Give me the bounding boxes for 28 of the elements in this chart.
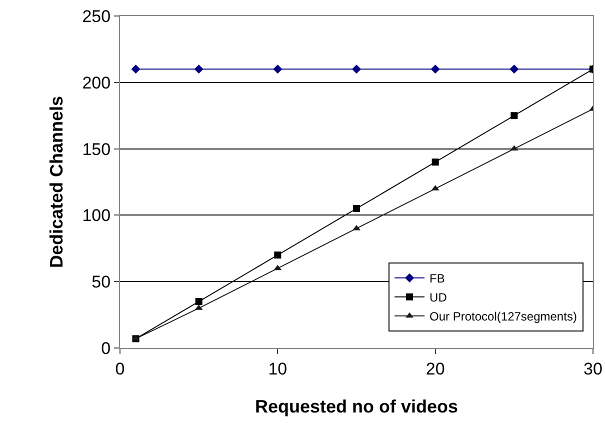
point xyxy=(353,205,360,212)
point xyxy=(274,252,282,259)
y-tick-label: 50 xyxy=(92,272,111,292)
y-tick-label: 100 xyxy=(82,206,111,226)
y-tick-label: 150 xyxy=(82,140,111,159)
point xyxy=(352,64,362,74)
point xyxy=(274,264,282,270)
y-axis-title: Dedicated Channels xyxy=(46,96,66,268)
point xyxy=(430,64,440,74)
point xyxy=(510,64,519,74)
point xyxy=(273,64,282,74)
legend-label: FB xyxy=(430,272,445,286)
x-tick-label: 30 xyxy=(584,359,602,378)
x-tick-label: 0 xyxy=(115,359,125,378)
x-tick-label: 20 xyxy=(426,359,445,378)
legend-label: Our Protocol(127segments) xyxy=(430,310,577,324)
x-tick-label: 10 xyxy=(268,359,288,378)
point xyxy=(194,64,204,74)
point xyxy=(195,298,202,306)
legend-label: UD xyxy=(430,290,448,305)
point xyxy=(432,158,439,166)
x-axis-title: Requested no of videos xyxy=(254,396,458,416)
y-tick-label: 250 xyxy=(82,6,111,26)
point xyxy=(510,145,518,151)
y-tick-label: 0 xyxy=(101,338,111,358)
y-tick-label: 200 xyxy=(82,73,111,92)
point xyxy=(131,64,140,74)
point xyxy=(510,112,518,120)
